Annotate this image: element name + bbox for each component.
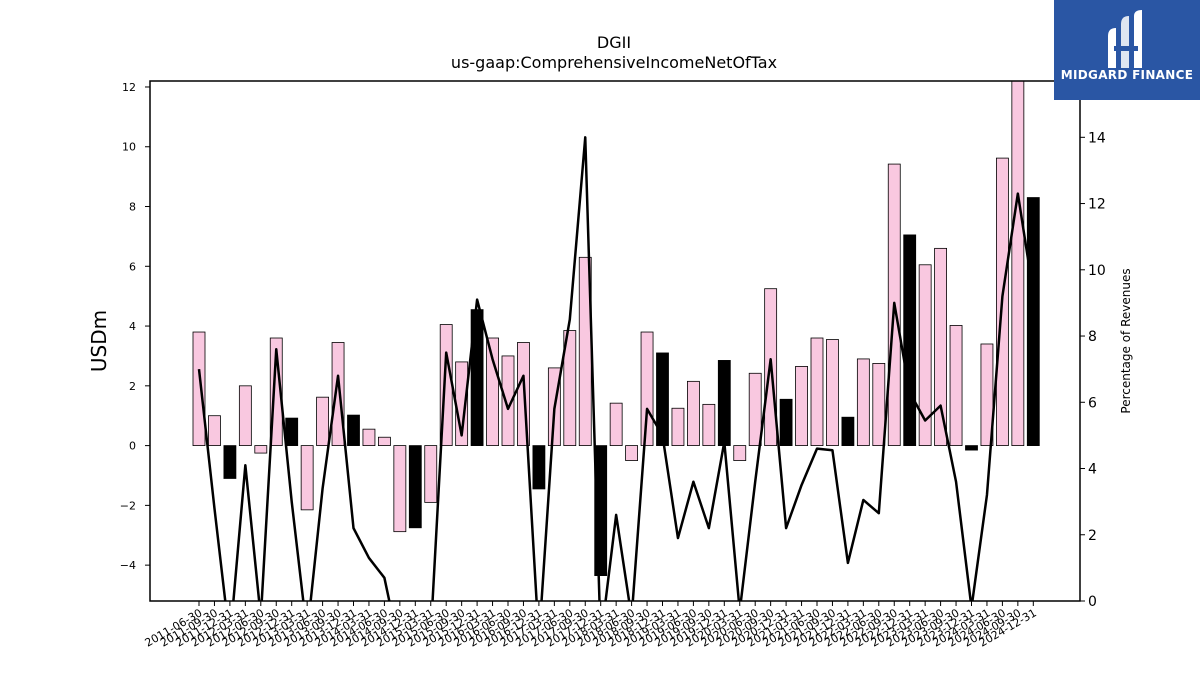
bar-2013-12-31 [347, 414, 360, 446]
y2-tick-label: 4 [1088, 462, 1097, 478]
percentage-line [197, 136, 1035, 601]
bar-2018-09-30 [640, 331, 654, 446]
y-tick-label: −2 [120, 499, 136, 512]
bar-2021-03-31 [795, 365, 808, 446]
bar-2014-03-31 [362, 428, 376, 447]
bar-2022-03-31 [856, 358, 870, 446]
bar-2016-03-31 [486, 337, 499, 447]
bar-2022-06-30 [872, 363, 886, 446]
bar-2014-12-31 [408, 445, 422, 529]
percentage-of-revenues-line [197, 136, 1035, 601]
bar-2021-12-31 [841, 416, 855, 446]
bar-series [192, 81, 1040, 577]
bar-2012-03-31 [238, 385, 252, 446]
y2-tick-label: 6 [1088, 395, 1097, 411]
y2-tick-label: 10 [1088, 263, 1106, 279]
y-axis-label: USDm [87, 310, 111, 372]
left-axis-ticks: −4 −2 0 2 4 6 8 10 12 [120, 81, 150, 572]
bar-2024-12-31 [1026, 197, 1040, 447]
bar-2019-06-30 [687, 380, 700, 446]
y2-tick-label: 2 [1088, 528, 1097, 544]
bar-2015-03-31 [424, 445, 438, 503]
right-axis-ticks: 0 2 4 6 8 10 12 14 [1080, 130, 1106, 610]
bar-2021-09-30 [826, 339, 839, 447]
bar-2011-12-31 [223, 445, 237, 479]
y-tick-label: −4 [120, 559, 136, 572]
bar-2013-09-30 [331, 342, 345, 446]
brand-logo: MIDGARD FINANCE [1054, 0, 1200, 100]
bar-2018-06-30 [625, 445, 638, 461]
bar-2021-06-30 [810, 337, 824, 447]
y-tick-label: 4 [129, 320, 136, 333]
bar-2014-06-30 [377, 436, 391, 447]
y2-tick-label: 12 [1088, 197, 1106, 213]
bar-2012-12-31 [285, 417, 299, 446]
bar-2016-12-31 [532, 445, 546, 490]
y-tick-label: 12 [122, 81, 136, 94]
bar-2019-09-30 [702, 403, 716, 446]
y-tick-label: 6 [129, 260, 136, 273]
chart-subtitle: us-gaap:ComprehensiveIncomeNetOfTax [451, 53, 777, 72]
bar-2020-06-30 [748, 372, 762, 446]
bar-2016-06-30 [501, 355, 515, 447]
bar-2013-06-30 [316, 396, 330, 446]
bar-2019-03-31 [671, 407, 685, 446]
y-tick-label: 2 [129, 380, 136, 393]
bar-2020-12-31 [779, 398, 793, 446]
bar-2017-06-30 [563, 330, 577, 447]
y-tick-label: 10 [122, 141, 136, 154]
chart-title: DGII [597, 33, 631, 52]
logo-text: MIDGARD FINANCE [1060, 68, 1194, 82]
bar-2023-09-30 [949, 325, 963, 446]
y2-axis-label: Percentage of Revenues [1119, 268, 1133, 413]
bar-2020-03-31 [733, 445, 747, 461]
bar-2018-03-31 [609, 402, 623, 447]
bar-2011-09-30 [208, 415, 221, 446]
bar-2023-06-30 [934, 247, 947, 447]
bar-2012-06-30 [254, 445, 268, 454]
y-tick-label: 8 [129, 201, 136, 214]
x-axis-ticks: 2011-06-302011-09-302011-12-312012-03-31… [143, 601, 1039, 650]
y2-tick-label: 0 [1088, 594, 1097, 610]
y-tick-label: 0 [129, 440, 136, 453]
plot-frame [149, 80, 1081, 602]
y2-tick-label: 8 [1088, 329, 1097, 345]
bar-2014-09-30 [393, 445, 407, 533]
bar-2024-09-30 [1011, 81, 1025, 447]
midgard-logo-icon [1108, 10, 1142, 68]
bar-2011-06-30 [192, 331, 206, 446]
bar-2024-03-31 [980, 343, 994, 446]
bar-2019-12-31 [717, 360, 731, 446]
y2-tick-label: 14 [1088, 130, 1106, 146]
bar-2023-03-31 [918, 264, 932, 446]
bar-2018-12-31 [656, 352, 669, 446]
bar-2023-12-31 [965, 445, 978, 451]
bar-2022-12-31 [903, 234, 917, 447]
bar-2013-03-31 [300, 445, 314, 511]
